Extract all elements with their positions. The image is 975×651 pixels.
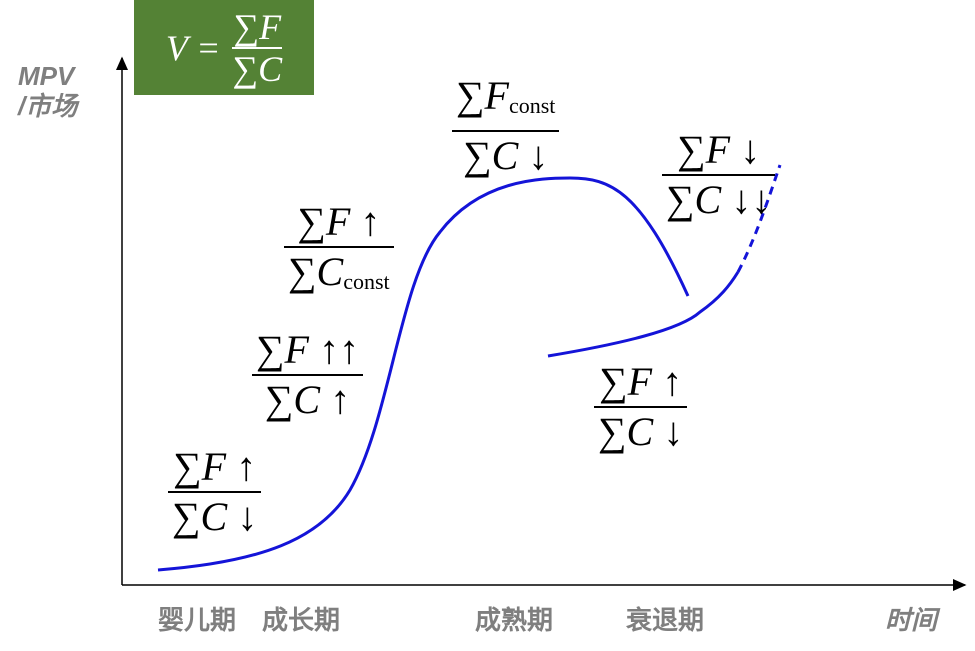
- den-text: ∑C ↓: [172, 494, 258, 539]
- num-text: ∑F ↓: [677, 127, 761, 172]
- stage-label: 成长期: [262, 605, 341, 635]
- renewal-curve: [547, 271, 740, 358]
- denominator: ∑Cconst: [284, 248, 394, 304]
- stage-label: 成熟期: [475, 605, 554, 635]
- den-text: ∑C ↓: [463, 133, 549, 178]
- y-label: MPV: [18, 61, 75, 91]
- fraction: ∑F ↑ ∑C ↓: [168, 444, 262, 539]
- denominator: ∑C ↓: [594, 408, 687, 454]
- den-subscript: const: [343, 269, 390, 294]
- formula-lhs: V =: [165, 27, 221, 68]
- denominator: ∑C ↓↓: [662, 176, 775, 222]
- stage-label: 衰退期: [626, 605, 705, 635]
- lifecycle-curve: [157, 176, 690, 572]
- y-label: /市场: [18, 91, 78, 121]
- fraction: ∑F ↓ ∑C ↓↓: [662, 127, 776, 222]
- numerator: ∑F ↓: [662, 127, 776, 176]
- den-text: ∑C: [288, 249, 344, 294]
- numerator: ∑F ↑↑: [252, 328, 363, 376]
- renewal-projection: [736, 164, 782, 273]
- fraction: ∑F ↑ ∑C ↓: [594, 359, 688, 454]
- formula-num: ∑F: [232, 6, 283, 49]
- num-text: ∑F: [456, 73, 509, 118]
- num-subscript: const: [508, 93, 556, 118]
- denominator: ∑C ↓: [168, 493, 261, 539]
- x-label: 时间: [885, 605, 938, 635]
- denominator: ∑C ↓: [452, 132, 559, 178]
- den-text: ∑C ↑: [264, 377, 351, 422]
- denominator: ∑C ↑: [252, 376, 363, 422]
- numerator: ∑F ↑: [284, 200, 394, 248]
- numerator: ∑F ↑: [594, 359, 688, 408]
- numerator: ∑Fconst: [452, 73, 560, 132]
- num-text: ∑F ↑↑: [256, 327, 359, 372]
- num-text: ∑F ↑: [599, 359, 683, 404]
- fraction: ∑F ↑ ∑Cconst: [284, 200, 394, 304]
- formula-den: ∑C: [232, 48, 283, 89]
- stage-label: 婴儿期: [158, 605, 237, 635]
- fraction: ∑F ↑↑ ∑C ↑: [252, 328, 363, 422]
- num-text: ∑F ↑: [297, 199, 381, 244]
- value-formula: V = ∑F ∑C: [134, 0, 314, 95]
- numerator: ∑F ↑: [168, 444, 262, 493]
- den-text: ∑C ↓↓: [666, 177, 772, 222]
- fraction: ∑Fconst ∑C ↓: [452, 73, 560, 178]
- den-text: ∑C ↓: [598, 409, 684, 454]
- num-text: ∑F ↑: [173, 444, 257, 489]
